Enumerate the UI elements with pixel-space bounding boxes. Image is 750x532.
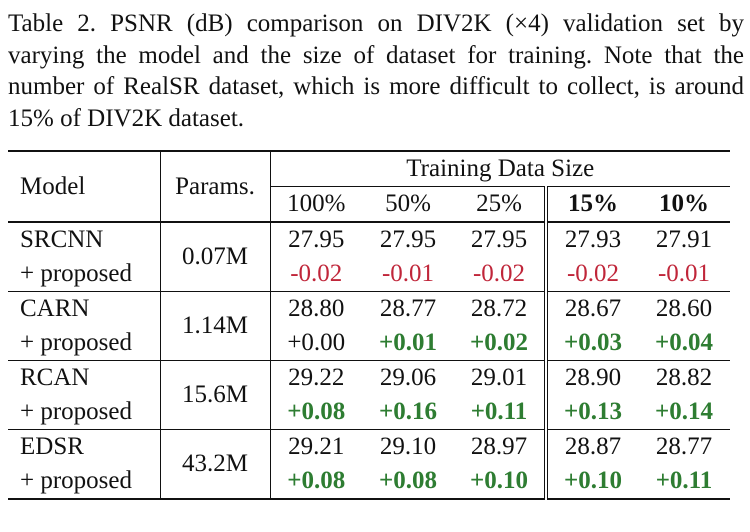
header-size-10: 10% [659, 190, 709, 217]
table-row: + proposed -0.02 -0.01 -0.02 -0.02 -0.01 [8, 257, 730, 292]
psnr-value: 28.90 [544, 360, 638, 395]
header-size-25: 25% [476, 190, 522, 217]
psnr-delta: -0.01 [657, 260, 711, 287]
psnr-value: 27.95 [454, 221, 546, 257]
proposed-label: + proposed [20, 398, 132, 425]
psnr-value: 28.77 [638, 429, 731, 464]
params-value: 15.6M [159, 360, 271, 430]
table-caption: Table 2. PSNR (dB) comparison on DIV2K (… [8, 10, 744, 132]
header-params: Params. [159, 150, 271, 222]
psnr-value: 28.87 [544, 429, 638, 464]
proposed-label: + proposed [20, 329, 132, 356]
psnr-delta: +0.04 [655, 329, 713, 356]
psnr-delta: -0.02 [472, 260, 526, 287]
model-name: EDSR [8, 429, 160, 464]
psnr-delta: -0.01 [381, 260, 435, 287]
table-row: SRCNN 0.07M 27.95 27.95 27.95 27.93 27.91 [8, 221, 731, 292]
psnr-value: 27.91 [638, 221, 731, 257]
psnr-value: 28.72 [454, 291, 546, 326]
table-row: EDSR 43.2M 29.21 29.10 28.97 28.87 28.77 [8, 429, 731, 500]
psnr-delta: +0.10 [544, 464, 638, 500]
model-name: SRCNN [8, 221, 160, 257]
proposed-label: + proposed [8, 464, 160, 500]
psnr-value: 28.77 [362, 291, 454, 326]
psnr-value: 29.21 [270, 429, 362, 464]
psnr-value: 27.95 [362, 221, 454, 257]
psnr-value: 28.80 [270, 291, 362, 326]
psnr-delta: +0.01 [379, 329, 437, 356]
proposed-label: + proposed [20, 260, 132, 287]
psnr-delta: +0.10 [454, 464, 546, 500]
psnr-value: 27.95 [270, 221, 362, 257]
model-name: RCAN [8, 360, 160, 395]
model-name: CARN [8, 291, 160, 326]
psnr-delta: +0.14 [655, 398, 713, 425]
header-size-15: 15% [544, 186, 638, 222]
psnr-delta: +0.08 [362, 464, 454, 500]
header-training-data-size: Training Data Size [270, 150, 731, 187]
psnr-delta: +0.11 [470, 398, 528, 425]
psnr-delta: -0.02 [544, 257, 638, 292]
psnr-delta: +0.08 [270, 464, 362, 500]
psnr-delta: +0.11 [638, 464, 731, 500]
psnr-delta: +0.13 [544, 395, 638, 430]
psnr-table-container: Model Params. Training Data Size 100% 50… [8, 150, 731, 500]
params-value: 0.07M [159, 221, 271, 292]
psnr-delta: -0.02 [290, 260, 343, 287]
psnr-delta: +0.03 [544, 326, 638, 361]
params-value: 43.2M [159, 429, 271, 500]
table-row: + proposed +0.00 +0.01 +0.02 +0.03 +0.04 [8, 326, 730, 361]
table-row: + proposed +0.08 +0.16 +0.11 +0.13 +0.14 [8, 395, 730, 430]
psnr-delta: +0.02 [470, 329, 528, 356]
psnr-value: 27.93 [544, 221, 638, 257]
header-size-50: 50% [385, 190, 431, 217]
psnr-delta: +0.00 [287, 329, 346, 356]
psnr-value: 28.97 [454, 429, 546, 464]
table-row: CARN 1.14M 28.80 28.77 28.72 28.67 28.60 [8, 291, 731, 361]
psnr-value: 29.22 [270, 360, 362, 395]
psnr-delta: +0.08 [287, 398, 346, 425]
params-value: 1.14M [159, 291, 271, 361]
psnr-value: 29.01 [454, 360, 546, 395]
psnr-value: 28.67 [544, 291, 638, 326]
psnr-table: Model Params. Training Data Size 100% 50… [8, 150, 731, 500]
header-size-100: 100% [287, 190, 346, 217]
table-row: + proposed +0.08 +0.08 +0.10 +0.10 +0.11 [8, 464, 731, 500]
psnr-delta: +0.16 [379, 398, 437, 425]
psnr-value: 28.82 [638, 360, 731, 395]
header-model: Model [8, 150, 160, 222]
psnr-value: 28.60 [638, 291, 731, 326]
header-row-2: 100% 50% 25% 15% 10% [8, 186, 730, 222]
table-row: RCAN 15.6M 29.22 29.06 29.01 28.90 28.82 [8, 360, 731, 430]
psnr-value: 29.06 [362, 360, 454, 395]
header-row-1: Model Params. Training Data Size [8, 150, 731, 222]
psnr-value: 29.10 [362, 429, 454, 464]
table-body: SRCNN 0.07M 27.95 27.95 27.95 27.93 27.91 + pro… [8, 221, 731, 500]
